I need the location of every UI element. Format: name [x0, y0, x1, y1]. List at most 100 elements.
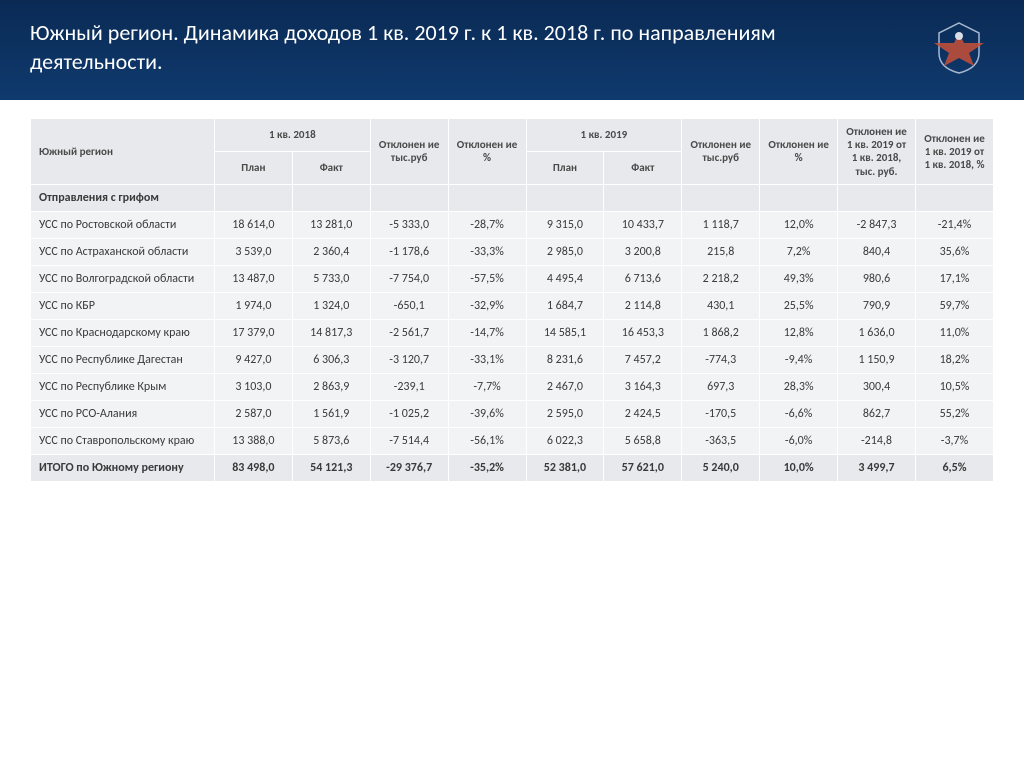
cell-p19: 9 315,0	[526, 211, 604, 238]
cell-d18r: -239,1	[370, 373, 448, 400]
cell-p19: 2 467,0	[526, 373, 604, 400]
cell-d18r: -2 561,7	[370, 319, 448, 346]
section-empty-cell	[915, 184, 993, 211]
table-row: УСС по Ставропольскому краю13 388,05 873…	[31, 427, 994, 454]
cell-f18: 6 306,3	[292, 346, 370, 373]
cell-p18: 17 379,0	[214, 319, 292, 346]
col-q2019: 1 кв. 2019	[526, 119, 682, 152]
col-dev19-rub: Отклонен ие тыс.руб	[682, 119, 760, 185]
col-fact-19: Факт	[604, 151, 682, 184]
cell-yr: 790,9	[838, 292, 916, 319]
row-label: УСС по Ростовской области	[31, 211, 215, 238]
cell-p18: 2 587,0	[214, 400, 292, 427]
cell-p18: 18 614,0	[214, 211, 292, 238]
total-row: ИТОГО по Южному региону83 498,054 121,3-…	[31, 454, 994, 481]
total-cell-d19p: 10,0%	[760, 454, 838, 481]
cell-yp: 11,0%	[915, 319, 993, 346]
table-row: УСС по Республике Крым3 103,02 863,9-239…	[31, 373, 994, 400]
total-cell-f19: 57 621,0	[604, 454, 682, 481]
row-label: УСС по Ставропольскому краю	[31, 427, 215, 454]
row-label: УСС по Краснодарскому краю	[31, 319, 215, 346]
cell-yr: 1 636,0	[838, 319, 916, 346]
section-empty-cell	[838, 184, 916, 211]
section-empty-cell	[370, 184, 448, 211]
col-yoy-rub: Отклонен ие 1 кв. 2019 от 1 кв. 2018, ты…	[838, 119, 916, 185]
cell-yp: -3,7%	[915, 427, 993, 454]
cell-yp: 18,2%	[915, 346, 993, 373]
table-row: УСС по КБР1 974,01 324,0-650,1-32,9%1 68…	[31, 292, 994, 319]
cell-d19r: 215,8	[682, 238, 760, 265]
header-banner: Южный регион. Динамика доходов 1 кв. 201…	[0, 0, 1024, 100]
cell-yp: 10,5%	[915, 373, 993, 400]
cell-p18: 3 103,0	[214, 373, 292, 400]
cell-d18r: -7 754,0	[370, 265, 448, 292]
cell-d19p: 25,5%	[760, 292, 838, 319]
cell-p18: 1 974,0	[214, 292, 292, 319]
table-row: УСС по Волгоградской области13 487,05 73…	[31, 265, 994, 292]
table-row: УСС по Астраханской области3 539,02 360,…	[31, 238, 994, 265]
cell-f19: 2 424,5	[604, 400, 682, 427]
cell-d18r: -1 178,6	[370, 238, 448, 265]
cell-d19r: 1 118,7	[682, 211, 760, 238]
cell-d18r: -5 333,0	[370, 211, 448, 238]
cell-yr: -2 847,3	[838, 211, 916, 238]
cell-d18r: -7 514,4	[370, 427, 448, 454]
section-row: Отправления с грифом	[31, 184, 994, 211]
cell-d18p: -39,6%	[448, 400, 526, 427]
cell-d18p: -7,7%	[448, 373, 526, 400]
cell-d19p: -6,6%	[760, 400, 838, 427]
cell-p18: 13 388,0	[214, 427, 292, 454]
table-body: Отправления с грифомУСС по Ростовской об…	[31, 184, 994, 481]
row-label: УСС по Республике Дагестан	[31, 346, 215, 373]
cell-f19: 10 433,7	[604, 211, 682, 238]
cell-p19: 8 231,6	[526, 346, 604, 373]
cell-yr: 862,7	[838, 400, 916, 427]
cell-f19: 5 658,8	[604, 427, 682, 454]
table-row: УСС по Республике Дагестан9 427,06 306,3…	[31, 346, 994, 373]
total-cell-f18: 54 121,3	[292, 454, 370, 481]
row-label: УСС по Волгоградской области	[31, 265, 215, 292]
section-empty-cell	[292, 184, 370, 211]
cell-yr: 980,6	[838, 265, 916, 292]
cell-f18: 14 817,3	[292, 319, 370, 346]
cell-f19: 6 713,6	[604, 265, 682, 292]
total-cell-yr: 3 499,7	[838, 454, 916, 481]
cell-p19: 2 595,0	[526, 400, 604, 427]
cell-f18: 2 360,4	[292, 238, 370, 265]
cell-p18: 3 539,0	[214, 238, 292, 265]
cell-yp: 59,7%	[915, 292, 993, 319]
col-region: Южный регион	[31, 119, 215, 185]
cell-d19r: -170,5	[682, 400, 760, 427]
total-cell-d19r: 5 240,0	[682, 454, 760, 481]
cell-f19: 16 453,3	[604, 319, 682, 346]
total-cell-yp: 6,5%	[915, 454, 993, 481]
row-label: УСС по РСО-Алания	[31, 400, 215, 427]
table-header: Южный регион 1 кв. 2018 Отклонен ие тыс.…	[31, 119, 994, 185]
cell-d18p: -28,7%	[448, 211, 526, 238]
logo-icon	[924, 18, 994, 78]
cell-p19: 2 985,0	[526, 238, 604, 265]
cell-d18p: -14,7%	[448, 319, 526, 346]
section-empty-cell	[526, 184, 604, 211]
cell-f19: 3 200,8	[604, 238, 682, 265]
cell-f19: 3 164,3	[604, 373, 682, 400]
cell-p18: 13 487,0	[214, 265, 292, 292]
table-row: УСС по Краснодарскому краю17 379,014 817…	[31, 319, 994, 346]
cell-d18r: -3 120,7	[370, 346, 448, 373]
cell-d19p: 49,3%	[760, 265, 838, 292]
total-cell-d18p: -35,2%	[448, 454, 526, 481]
cell-d19r: 2 218,2	[682, 265, 760, 292]
row-label: УСС по Астраханской области	[31, 238, 215, 265]
cell-d18p: -57,5%	[448, 265, 526, 292]
section-empty-cell	[760, 184, 838, 211]
col-yoy-pct: Отклонен ие 1 кв. 2019 от 1 кв. 2018, %	[915, 119, 993, 185]
cell-d19p: 7,2%	[760, 238, 838, 265]
row-label: УСС по КБР	[31, 292, 215, 319]
cell-yr: 300,4	[838, 373, 916, 400]
section-empty-cell	[448, 184, 526, 211]
cell-f18: 13 281,0	[292, 211, 370, 238]
section-label: Отправления с грифом	[31, 184, 215, 211]
col-fact-18: Факт	[292, 151, 370, 184]
cell-yr: 840,4	[838, 238, 916, 265]
cell-d19r: 697,3	[682, 373, 760, 400]
